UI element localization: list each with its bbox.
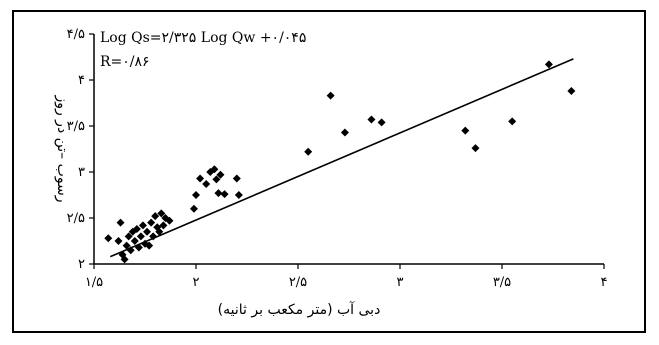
data-point bbox=[124, 232, 133, 241]
x-tick-label: ۱/۵ bbox=[85, 275, 103, 290]
data-point bbox=[138, 221, 147, 230]
data-point bbox=[189, 204, 198, 213]
data-point bbox=[132, 225, 141, 234]
data-point bbox=[234, 191, 243, 199]
data-point bbox=[544, 60, 553, 69]
x-tick-label: ۲/۵ bbox=[289, 275, 307, 290]
x-tick-label: ۲ bbox=[193, 275, 200, 290]
y-tick-label: ۳/۵ bbox=[67, 119, 85, 134]
x-axis-title: دبی آب (متر مکعب بر ثانیه) bbox=[218, 301, 381, 318]
data-point bbox=[212, 175, 221, 184]
data-point bbox=[214, 189, 223, 198]
y-tick-label: ۳ bbox=[78, 165, 85, 180]
data-point bbox=[202, 179, 211, 188]
y-axis-title: رسوب –تن در روز bbox=[54, 94, 70, 202]
data-point bbox=[367, 115, 376, 124]
data-point bbox=[151, 212, 160, 221]
data-point bbox=[508, 117, 517, 126]
y-tick-label: ۲ bbox=[78, 257, 85, 272]
axes: ۲۲/۵۳۳/۵۴۴/۵۱/۵ ۲ ۲/۵ ۳ ۳/۵ ۴ bbox=[67, 27, 608, 290]
data-point bbox=[471, 144, 480, 153]
data-point bbox=[147, 218, 156, 227]
data-point bbox=[104, 234, 113, 243]
chart-frame: ۲ ۲/۵ ۳ ۳/۵ ۴ ۴/۵ ۱/۵ ۲ ۲/۵ ۳ ۳/۵ ۴ Log Qs=۲/۳۲۵ Lo… bbox=[12, 10, 646, 333]
data-point bbox=[326, 91, 335, 100]
y-tick-label: ۲/۵ bbox=[67, 211, 85, 226]
data-point bbox=[165, 216, 174, 225]
regression-trendline bbox=[110, 58, 574, 258]
data-point bbox=[145, 241, 154, 250]
data-point bbox=[149, 232, 158, 241]
data-point bbox=[155, 227, 164, 236]
x-tick-label: ۳ bbox=[397, 275, 404, 290]
data-point bbox=[159, 221, 168, 230]
y-tick-label: ۴/۵ bbox=[67, 27, 85, 42]
data-point bbox=[377, 118, 386, 127]
data-point bbox=[120, 255, 129, 264]
data-point bbox=[126, 246, 135, 255]
points-layer bbox=[104, 60, 576, 264]
data-point bbox=[136, 232, 145, 241]
data-point bbox=[116, 218, 125, 227]
data-point bbox=[192, 191, 200, 199]
data-point bbox=[130, 237, 139, 245]
data-point bbox=[232, 174, 241, 183]
regression-equation: Log Qs=۲/۳۲۵ Log Qw +۰/۰۴۵ bbox=[100, 30, 306, 46]
data-point bbox=[122, 241, 131, 250]
data-point bbox=[134, 243, 143, 252]
data-point bbox=[567, 87, 576, 96]
data-point bbox=[340, 128, 349, 137]
data-point bbox=[196, 174, 205, 183]
data-point bbox=[157, 209, 166, 218]
data-point bbox=[461, 126, 470, 135]
r-value-annotation: R=۰/۸۶ bbox=[100, 54, 150, 70]
data-point bbox=[216, 170, 225, 179]
data-point bbox=[143, 227, 152, 236]
x-tick-label: ۴ bbox=[601, 275, 608, 290]
data-point bbox=[210, 165, 219, 174]
y-tick-label: ۴ bbox=[78, 73, 85, 88]
data-point bbox=[304, 147, 313, 156]
data-point bbox=[220, 190, 229, 199]
data-point bbox=[128, 227, 137, 236]
scatter-chart: ۲۲/۵۳۳/۵۴۴/۵۱/۵ ۲ ۲/۵ ۳ ۳/۵ ۴ Log Qs=۲/۳۲۵ Lo… bbox=[54, 27, 608, 318]
trendline-layer bbox=[110, 58, 574, 258]
data-point bbox=[114, 237, 123, 245]
x-tick-label: ۳/۵ bbox=[493, 275, 511, 290]
